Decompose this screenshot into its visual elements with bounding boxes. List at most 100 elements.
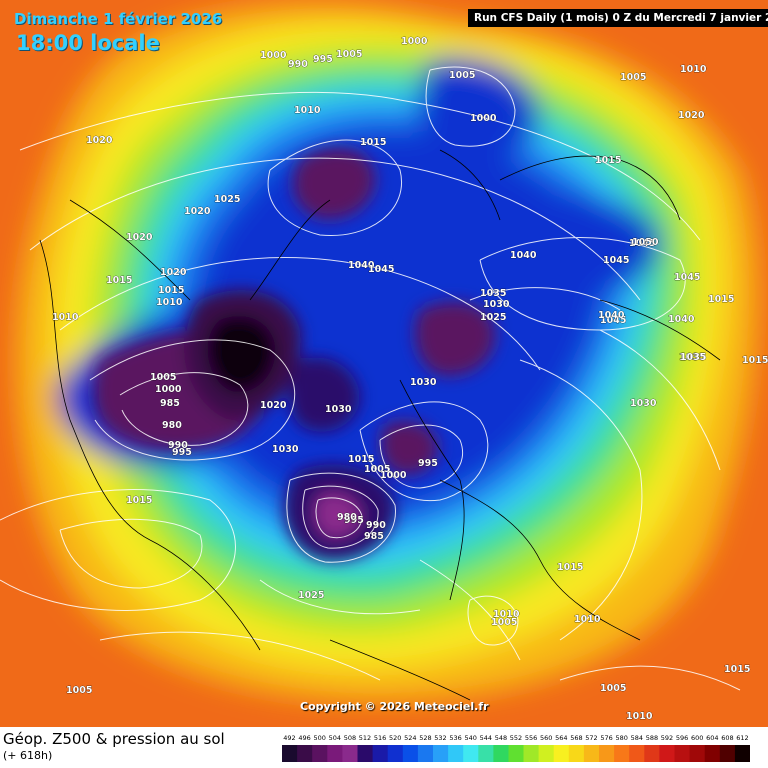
scale-tick-label: 500: [313, 734, 325, 742]
scale-tick-label: 524: [404, 734, 416, 742]
isobar-label: 1030: [630, 398, 657, 409]
forecast-time: 18:00 locale: [16, 31, 160, 55]
isobar-label: 1035: [480, 288, 506, 299]
scale-swatch: [523, 745, 540, 762]
scale-swatch: [463, 745, 479, 762]
scale-tick-label: 576: [600, 734, 612, 742]
scale-swatch: [719, 745, 736, 762]
isobar-label: 1035: [680, 352, 706, 363]
isobar-label: 1045: [674, 272, 700, 283]
forecast-date: Dimanche 1 février 2026: [14, 10, 223, 28]
scale-swatch: [312, 745, 328, 762]
isobar-label: 1040: [598, 310, 625, 321]
scale-swatch: [297, 745, 313, 762]
isobar-label: 1015: [106, 275, 132, 286]
isobar-label: 980: [337, 512, 357, 523]
scale-tick-label: 536: [449, 734, 461, 742]
isobar-label: 1000: [380, 470, 407, 481]
scale-tick-label: 612: [736, 734, 748, 742]
scale-tick-label: 548: [495, 734, 507, 742]
scale-tick-label: 492: [283, 734, 295, 742]
scale-tick-label: 588: [646, 734, 658, 742]
scale-tick-label: 608: [721, 734, 733, 742]
isobar-label: 1005: [336, 49, 362, 60]
isobar-label: 1005: [364, 464, 390, 475]
isobar-label: 1040: [668, 314, 695, 325]
scale-swatch: [674, 745, 691, 762]
scale-swatch: [734, 745, 750, 762]
scale-tick-label: 600: [691, 734, 703, 742]
isobar-label: 985: [364, 531, 384, 542]
isobar-label: 1015: [360, 137, 386, 148]
scale-swatch: [689, 745, 706, 762]
scale-swatch: [357, 745, 374, 762]
isobar-label: 990: [366, 520, 386, 531]
forecast-map: 1000 990 995 1005 1000 1005 1000 1010 1005 1010 10…: [0, 0, 768, 727]
scale-swatch: [629, 745, 645, 762]
scale-swatch: [478, 745, 494, 762]
scale-tick-label: 604: [706, 734, 718, 742]
isobar-label: 1045: [368, 264, 394, 275]
scale-tick-label: 520: [389, 734, 401, 742]
isobar-label: 1020: [126, 232, 153, 243]
scale-swatch: [614, 745, 630, 762]
scale-tick-label: 528: [419, 734, 431, 742]
scale-tick-label: 544: [480, 734, 492, 742]
scale-swatch: [402, 745, 419, 762]
isobar-label: 1030: [410, 377, 437, 388]
isobar-label: 980: [162, 420, 182, 431]
isobar-label: 1050: [632, 237, 659, 248]
isobar-label: 1020: [678, 110, 705, 121]
scale-swatch: [568, 745, 585, 762]
scale-tick-label: 516: [374, 734, 386, 742]
scale-swatch: [644, 745, 660, 762]
scale-swatch: [387, 745, 404, 762]
copyright-notice: Copyright © 2026 Meteociel.fr: [300, 700, 489, 713]
isobar-label: 1030: [272, 444, 299, 455]
scale-swatch: [704, 745, 721, 762]
forecast-lead-time: (+ 618h): [3, 749, 53, 762]
scale-tick-label: 496: [298, 734, 310, 742]
isobar-label: 1015: [708, 294, 734, 305]
scale-tick-label: 584: [631, 734, 643, 742]
isobar-label: 1045: [629, 238, 655, 249]
isobar-label: 1010: [574, 614, 601, 625]
isobar-label: 1010: [626, 711, 653, 722]
isobar-label: 1010: [52, 312, 79, 323]
isobar-label: 1015: [158, 285, 184, 296]
scale-tick-label: 504: [329, 734, 341, 742]
isobar-label: 995: [418, 458, 438, 469]
scale-tick-label: 552: [510, 734, 522, 742]
scale-swatch: [448, 745, 464, 762]
scale-tick-label: 540: [464, 734, 476, 742]
scale-swatch: [553, 745, 570, 762]
scale-tick-label: 572: [585, 734, 597, 742]
legend-bar: Géop. Z500 & pression au sol (+ 618h) 49…: [0, 727, 768, 768]
run-info: Run CFS Daily (1 mois) 0 Z du Mercredi 7…: [468, 9, 768, 27]
isobar-label: 1005: [449, 70, 475, 81]
isobar-label: 1040: [510, 250, 537, 261]
scale-swatch: [583, 745, 600, 762]
isobar-label: 1035: [679, 352, 705, 363]
isobar-label: 1020: [86, 135, 113, 146]
scale-swatch: [433, 745, 449, 762]
isobar-label: 1010: [156, 297, 183, 308]
isobar-label: 1015: [724, 664, 750, 675]
scale-swatch: [538, 745, 555, 762]
isobar-label: 995: [172, 447, 192, 458]
isobar-label: 1025: [480, 312, 506, 323]
isobar-label: 1000: [155, 384, 182, 395]
isobar-label: 1015: [348, 454, 374, 465]
isobar-label: 1025: [298, 590, 324, 601]
isobar-label: 1000: [260, 50, 287, 61]
isobar-label: 1000: [401, 36, 428, 47]
isobar-label: 1010: [294, 105, 321, 116]
scale-swatch: [493, 745, 509, 762]
scale-swatch: [508, 745, 525, 762]
isobar-label: 1015: [595, 155, 621, 166]
scale-swatch: [417, 745, 434, 762]
isobar-label: 1005: [491, 617, 517, 628]
isobar-label: 995: [344, 515, 364, 526]
